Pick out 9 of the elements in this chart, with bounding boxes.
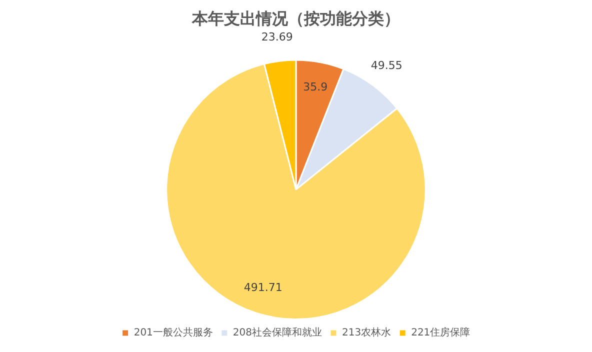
data-label: 49.55 <box>370 59 402 72</box>
chart-title: 本年支出情况（按功能分类） <box>191 8 400 28</box>
data-label: 23.69 <box>261 30 293 44</box>
legend-label: 201一般公共服务 <box>134 326 213 339</box>
data-label: 491.71 <box>244 280 282 294</box>
legend-label: 221住房保障 <box>411 326 470 339</box>
data-label: 35.9 <box>303 80 328 94</box>
legend-label: 213农林水 <box>342 326 392 339</box>
legend-label: 208社会保障和就业 <box>232 326 322 339</box>
